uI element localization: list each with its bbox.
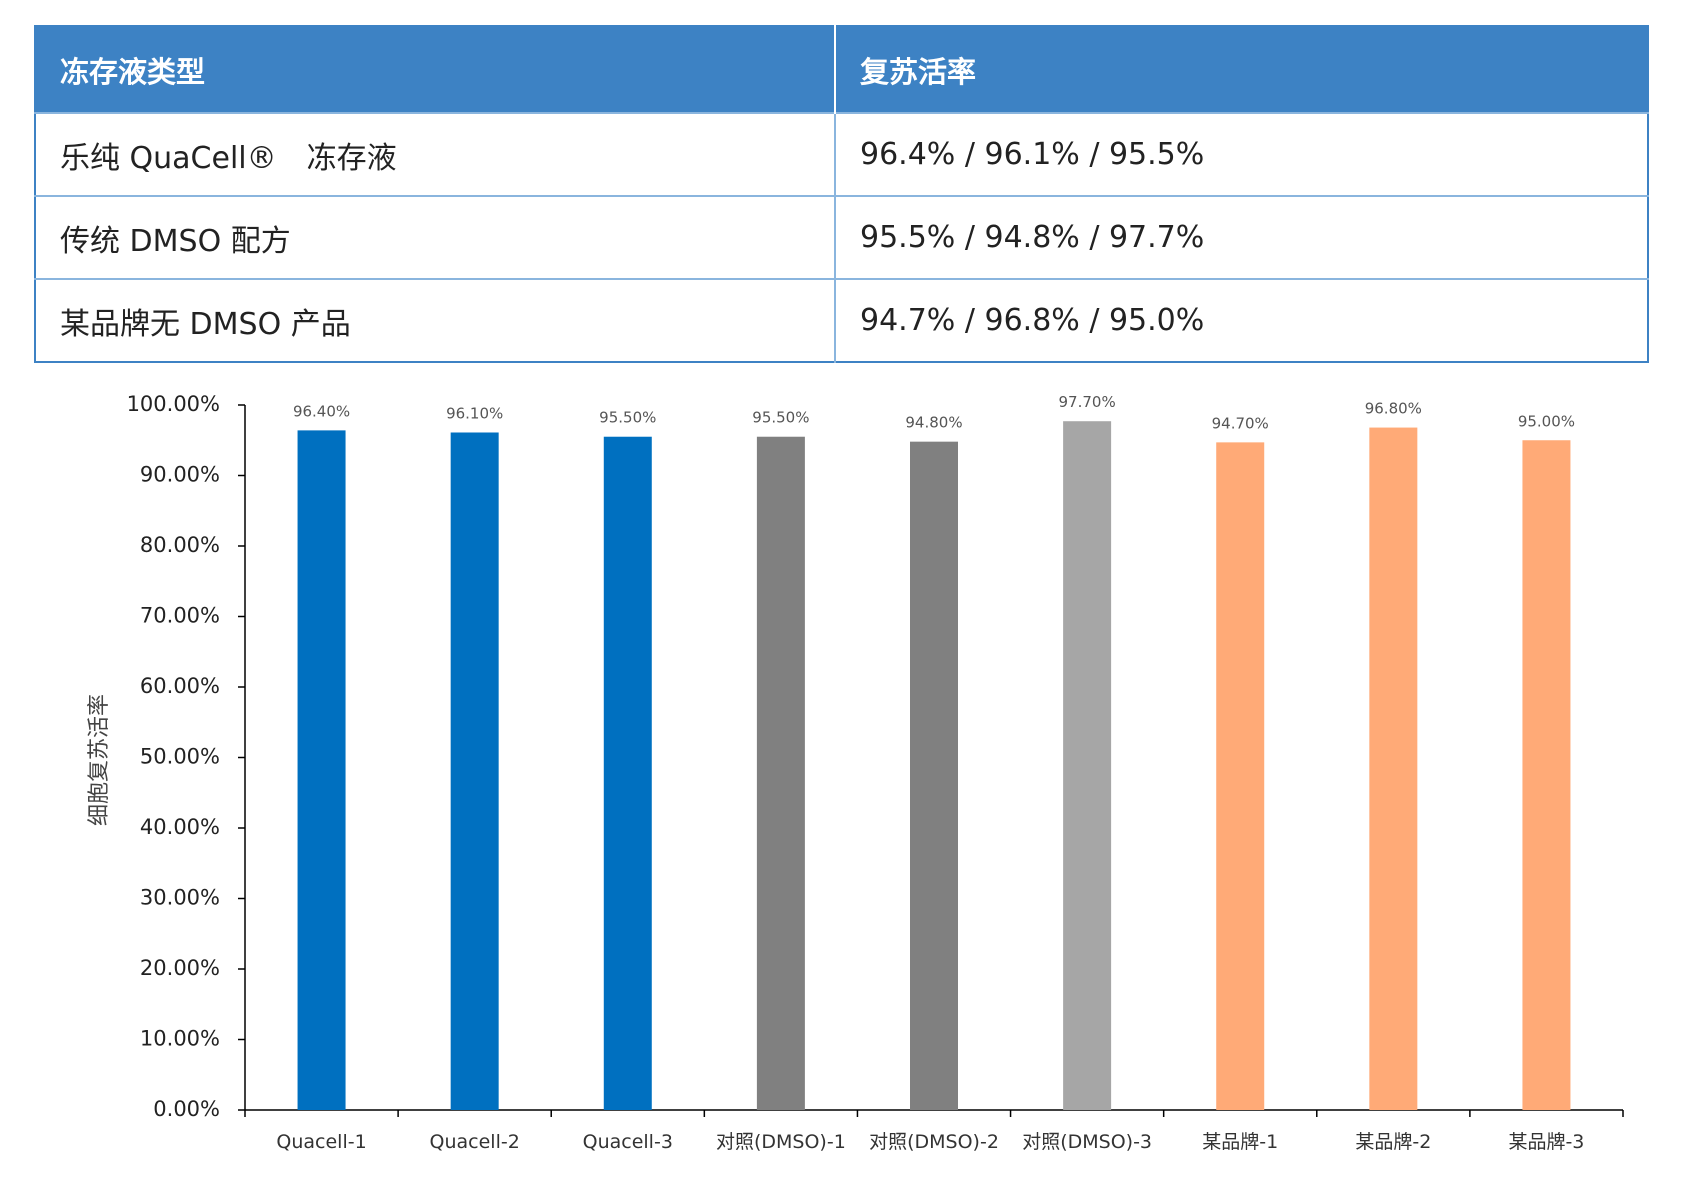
data-label: 95.00% <box>1518 412 1575 430</box>
header-recovery-rate: 复苏活率 <box>834 26 1648 113</box>
y-tick-label: 100.00% <box>127 392 220 416</box>
cell-solution-type: 某品牌无 DMSO 产品 <box>35 278 835 362</box>
y-tick-label: 80.00% <box>140 533 220 557</box>
x-tick-label: 对照(DMSO)-3 <box>1022 1131 1152 1153</box>
bar <box>1369 427 1418 1110</box>
x-tick-label: Quacell-2 <box>430 1131 520 1153</box>
cell-recovery-rate: 94.7% / 96.8% / 95.0% <box>834 278 1648 362</box>
cell-solution-type: 乐纯 QuaCell® 冻存液 <box>35 112 835 196</box>
x-tick-label: 某品牌-2 <box>1355 1131 1431 1153</box>
table-row: 传统 DMSO 配方 95.5% / 94.8% / 97.7% <box>35 195 1648 279</box>
bar <box>1063 421 1112 1111</box>
table-row: 乐纯 QuaCell® 冻存液 96.4% / 96.1% / 95.5% <box>35 112 1648 196</box>
data-label: 94.70% <box>1212 414 1269 432</box>
data-label: 96.40% <box>293 402 350 420</box>
data-label: 94.80% <box>905 414 962 432</box>
bars: 96.40% 96.10% 95.50% 95.50% 94.80% 97.70% 94.7… <box>293 393 1575 1111</box>
y-tick-label: 20.00% <box>140 956 220 980</box>
data-label: 97.70% <box>1059 393 1116 411</box>
bar <box>297 430 346 1110</box>
comparison-table: 冻存液类型 复苏活率 乐纯 QuaCell® 冻存液 96.4% / 96.1%… <box>34 25 1649 363</box>
y-tick-label: 0.00% <box>153 1097 220 1121</box>
header-solution-type: 冻存液类型 <box>35 26 835 113</box>
y-tick-label: 10.00% <box>140 1027 220 1051</box>
bar <box>756 436 805 1111</box>
y-tick-label: 50.00% <box>140 745 220 769</box>
cell-recovery-rate: 95.5% / 94.8% / 97.7% <box>834 195 1648 279</box>
x-tick-label: Quacell-1 <box>276 1131 366 1153</box>
y-tick-label: 60.00% <box>140 674 220 698</box>
x-axis: Quacell-1 Quacell-2 Quacell-3 对照(DMSO)-1 对照(… <box>244 1109 1624 1153</box>
x-tick-label: 某品牌-3 <box>1508 1131 1584 1153</box>
table-header-row: 冻存液类型 复苏活率 <box>35 26 1648 113</box>
y-tick-label: 30.00% <box>140 886 220 910</box>
cell-recovery-rate: 96.4% / 96.1% / 95.5% <box>834 112 1648 196</box>
bar <box>603 436 652 1111</box>
y-axis: 0.00% 10.00% 20.00% 30.00% 40.00% 50.00% 60.00… <box>127 392 246 1121</box>
data-label: 96.10% <box>446 404 503 422</box>
x-tick-label: 某品牌-1 <box>1202 1131 1278 1153</box>
bar <box>910 441 958 1110</box>
data-label: 95.50% <box>752 409 809 427</box>
x-tick-label: 对照(DMSO)-1 <box>716 1131 846 1153</box>
bar <box>1522 440 1571 1110</box>
x-tick-label: Quacell-3 <box>583 1131 673 1153</box>
y-tick-label: 40.00% <box>140 815 220 839</box>
table-row: 某品牌无 DMSO 产品 94.7% / 96.8% / 95.0% <box>35 278 1648 362</box>
cell-solution-type: 传统 DMSO 配方 <box>35 195 835 279</box>
x-tick-label: 对照(DMSO)-2 <box>869 1131 999 1153</box>
y-axis-label: 细胞复苏活率 <box>87 694 112 826</box>
bar <box>450 432 499 1110</box>
bar <box>1216 442 1265 1110</box>
comparison-table-container: 冻存液类型 复苏活率 乐纯 QuaCell® 冻存液 96.4% / 96.1%… <box>34 25 1649 363</box>
data-label: 96.80% <box>1365 400 1422 418</box>
recovery-rate-bar-chart: 0.00% 10.00% 20.00% 30.00% 40.00% 50.00% 60.00… <box>87 392 1624 1153</box>
y-tick-label: 90.00% <box>140 463 220 487</box>
y-tick-label: 70.00% <box>140 604 220 628</box>
data-label: 95.50% <box>599 409 656 427</box>
